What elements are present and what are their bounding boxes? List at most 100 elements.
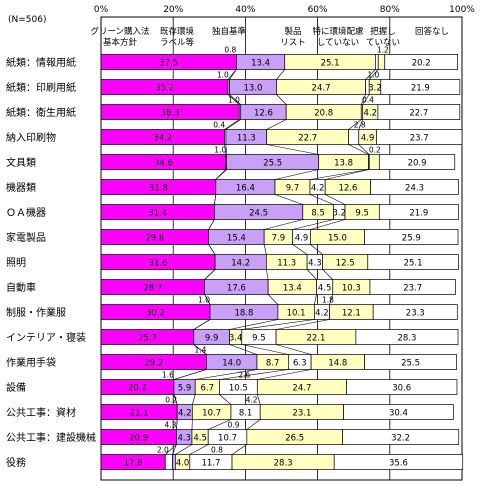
bar-segment — [375, 54, 379, 70]
data-label: 8.5 — [311, 209, 325, 219]
data-label: 28.3 — [397, 334, 416, 344]
small-data-label: 1.0 — [198, 296, 210, 305]
series-connector-line — [322, 269, 333, 280]
data-label: 12.5 — [336, 259, 355, 269]
data-label: 14.0 — [222, 359, 241, 369]
series-connector-line — [309, 194, 334, 205]
bar-segment — [378, 204, 459, 220]
series-connector-line — [365, 69, 376, 80]
series-connector-line — [306, 269, 317, 280]
series-connector-line — [229, 94, 241, 105]
series-connector-line — [362, 94, 370, 105]
series-connector-line — [208, 244, 216, 255]
data-label: 25.5 — [401, 359, 420, 369]
data-label: 12.1 — [342, 309, 361, 319]
series-connector-line — [208, 219, 215, 230]
data-label: 13.0 — [244, 84, 263, 94]
data-label: 4.0 — [176, 459, 190, 469]
small-data-label: 0.4 — [213, 121, 225, 130]
bar-segment — [364, 229, 459, 245]
series-connector-line — [325, 194, 346, 205]
bar-segment — [343, 404, 454, 420]
series-connector-line — [214, 194, 217, 205]
series-connector-line — [263, 244, 267, 255]
category-label: 機器類 — [6, 181, 36, 194]
series-label: 回答なし — [415, 26, 449, 37]
series-connector-line — [215, 169, 227, 180]
data-label: 9.5 — [355, 209, 369, 219]
bar-segment — [346, 379, 458, 395]
sample-size-label: (N=506) — [8, 15, 46, 25]
bar-segment — [333, 454, 464, 470]
series-connector-line — [175, 444, 193, 455]
data-label: 3.2 — [332, 209, 346, 219]
series-connector-line — [276, 94, 287, 105]
series-connector-line — [219, 369, 289, 380]
category-label: 公共工事：資材 — [6, 406, 76, 419]
series-label: 独自基準 — [212, 26, 247, 37]
series-connector-line — [276, 319, 330, 330]
category-label: 制服・作業服 — [6, 306, 66, 319]
bar-segment — [376, 129, 463, 145]
data-label: 22.7 — [298, 134, 317, 144]
data-label: 34.2 — [153, 134, 172, 144]
series-connector-line — [227, 94, 240, 105]
series-connector-line — [172, 444, 177, 455]
data-label: 25.1 — [321, 59, 340, 69]
data-label: 13.8 — [334, 159, 353, 169]
data-label: 12.6 — [338, 184, 357, 194]
bar-segment — [372, 304, 458, 320]
data-label: 10.7 — [202, 409, 221, 419]
data-label: 32.2 — [391, 434, 410, 444]
small-data-label: 1.2 — [377, 46, 389, 55]
data-label: 22.1 — [307, 334, 326, 344]
data-label: 20.2 — [128, 384, 147, 394]
data-label: 35.2 — [155, 84, 174, 94]
data-label: 6.7 — [201, 384, 215, 394]
data-label: 21.9 — [411, 84, 430, 94]
data-label: 23.1 — [292, 409, 311, 419]
bar-segment — [370, 179, 459, 195]
series-connector-line — [369, 69, 379, 80]
series-connector-line — [309, 169, 369, 180]
series-connector-line — [310, 244, 323, 255]
data-label: 10.1 — [287, 309, 306, 319]
small-data-label: 1.6 — [162, 371, 174, 380]
series-connector-line — [266, 269, 269, 280]
category-label: 照明 — [6, 257, 26, 269]
data-label: 25.7 — [138, 334, 157, 344]
series-label: グリーン購入法 — [90, 26, 149, 37]
small-data-label: 2.8 — [354, 121, 366, 130]
data-label: 11.3 — [277, 259, 296, 269]
series-connector-line — [348, 144, 369, 155]
series-label: 既存環境 — [160, 26, 195, 37]
data-label: 25.1 — [404, 259, 423, 269]
series-connector-line — [241, 344, 289, 355]
data-label: 4.2 — [315, 309, 329, 319]
series-connector-line — [292, 244, 308, 255]
bar-segment — [380, 79, 461, 95]
series-label: 把握し — [370, 26, 396, 37]
series-connector-line — [204, 294, 211, 305]
data-label: 24.7 — [312, 84, 331, 94]
data-label: 35.6 — [389, 459, 408, 469]
series-connector-line — [266, 144, 319, 155]
x-tick-label: 0% — [94, 5, 109, 15]
data-label: 9.7 — [286, 184, 300, 194]
data-label: 12.6 — [254, 109, 273, 119]
data-label: 17.8 — [124, 459, 143, 469]
data-label: 20.9 — [129, 434, 148, 444]
data-label: 4.3 — [177, 434, 191, 444]
x-tick-label: 20% — [163, 5, 183, 15]
data-label: 6.3 — [293, 359, 307, 369]
series-connector-line — [266, 119, 287, 130]
small-data-label: 0.9 — [228, 421, 240, 430]
data-label: 23.7 — [410, 134, 429, 144]
x-tick-label: 100% — [449, 5, 475, 15]
data-label: 26.5 — [285, 434, 304, 444]
data-label: 11.7 — [201, 459, 220, 469]
data-label: 8.7 — [266, 359, 280, 369]
series-label: していない — [317, 38, 359, 48]
data-label: 20.8 — [314, 109, 333, 119]
